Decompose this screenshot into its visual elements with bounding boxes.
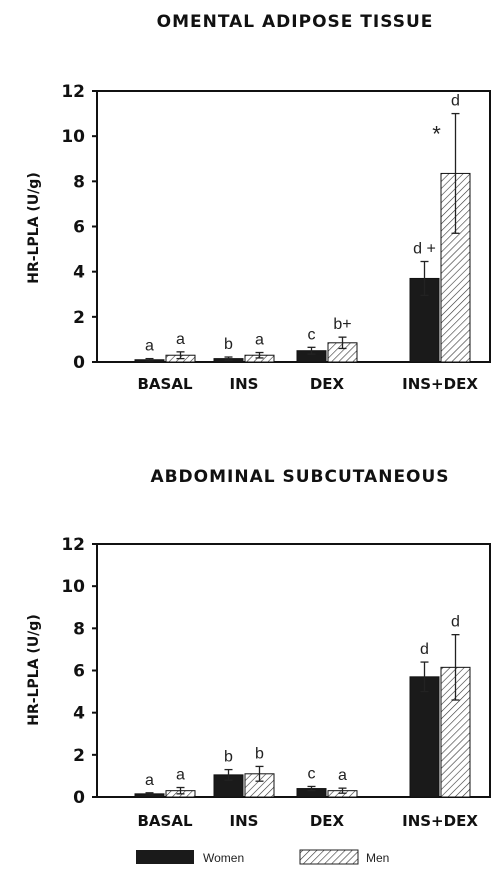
asterisk-annotation: * (432, 122, 441, 147)
y-axis-label-subcutaneous: HR-LPLA (U/g) (26, 614, 42, 725)
significance-label: a (145, 338, 154, 355)
chart-title-subcutaneous: ABDOMINAL SUBCUTANEOUS (150, 467, 449, 487)
significance-label: b (224, 336, 233, 353)
legend-label-men: Men (366, 851, 389, 865)
significance-label: d (451, 614, 460, 631)
significance-label: c (308, 326, 316, 343)
category-label: BASAL (137, 375, 192, 393)
legend-swatch-women (136, 850, 194, 864)
y-tick-label: 10 (61, 577, 85, 597)
y-tick-label: 6 (73, 218, 85, 238)
category-label: INS+DEX (402, 375, 478, 393)
legend: Women Men (136, 849, 389, 865)
y-tick-label: 0 (73, 353, 85, 373)
significance-label: b (255, 745, 264, 762)
significance-label: a (255, 332, 264, 349)
significance-label: a (145, 772, 154, 789)
y-tick-label: 10 (61, 127, 85, 147)
legend-label-women: Women (203, 851, 244, 865)
significance-label: c (308, 765, 316, 782)
y-tick-label: 2 (73, 308, 85, 328)
y-tick-label: 8 (73, 619, 85, 639)
category-label: BASAL (137, 812, 192, 830)
y-tick-label: 6 (73, 662, 85, 682)
category-label: DEX (310, 812, 345, 830)
y-tick-label: 4 (73, 263, 85, 283)
significance-label: d + (413, 241, 436, 258)
omental-chart-panel: OMENTAL ADIPOSE TISSUE HR-LPLA (U/g) 0 2 4… (26, 12, 491, 393)
y-axis-label-omental: HR-LPLA (U/g) (26, 172, 42, 283)
y-tick-label: 2 (73, 746, 85, 766)
y-tick-label: 8 (73, 172, 85, 192)
significance-label: a (176, 331, 185, 348)
y-tick-label: 0 (73, 788, 85, 808)
significance-label: a (176, 767, 185, 784)
significance-label: d (420, 641, 429, 658)
bar-women (409, 676, 440, 798)
subcutaneous-chart-panel: ABDOMINAL SUBCUTANEOUS HR-LPLA (U/g) 0 2 4… (26, 467, 491, 830)
y-tick-label: 12 (61, 535, 85, 555)
significance-label: d (451, 93, 460, 110)
category-label: INS (230, 812, 259, 830)
significance-label: b+ (333, 316, 351, 333)
chart-title-omental: OMENTAL ADIPOSE TISSUE (157, 12, 434, 32)
category-label: INS+DEX (402, 812, 478, 830)
significance-label: b (224, 749, 233, 766)
y-tick-label: 4 (73, 704, 85, 724)
category-label: DEX (310, 375, 345, 393)
y-tick-label: 12 (61, 82, 85, 102)
legend-swatch-men (299, 849, 359, 865)
significance-label: a (338, 767, 347, 784)
category-label: INS (230, 375, 259, 393)
